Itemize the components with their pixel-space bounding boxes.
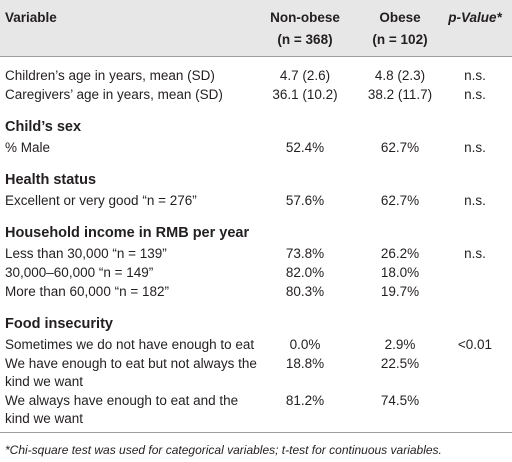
cell-non-obese: 36.1 (10.2) xyxy=(272,87,338,102)
cell-non-obese: 57.6% xyxy=(285,193,325,208)
header-background xyxy=(0,0,512,56)
cell-p: n.s. xyxy=(464,246,486,261)
cell-obese: 19.7% xyxy=(380,284,420,299)
row-label: kind we want xyxy=(5,374,84,389)
cell-non-obese: 82.0% xyxy=(285,265,325,280)
header-p-value: p-Value* xyxy=(448,10,502,25)
header-non-obese: Non-obese xyxy=(270,10,340,25)
cell-non-obese: 18.8% xyxy=(285,356,325,371)
cell-p: n.s. xyxy=(464,140,486,155)
cell-non-obese: 73.8% xyxy=(285,246,325,261)
row-label: 30,000–60,000 “n = 149” xyxy=(5,265,154,280)
row-label: Sometimes we do not have enough to eat xyxy=(5,337,255,352)
cell-non-obese: 4.7 (2.6) xyxy=(279,68,331,83)
cell-p: n.s. xyxy=(464,193,486,208)
row-label: We have enough to eat but not always the xyxy=(5,356,257,371)
header-obese: Obese xyxy=(379,10,421,25)
cell-obese: 62.7% xyxy=(380,193,420,208)
cell-obese: 2.9% xyxy=(384,337,416,352)
cell-obese: 22.5% xyxy=(380,356,420,371)
section-title: Child’s sex xyxy=(5,119,82,135)
row-label: Caregivers’ age in years, mean (SD) xyxy=(5,87,223,102)
row-label: We always have enough to eat and the xyxy=(5,393,239,408)
section-title: Household income in RMB per year xyxy=(5,225,250,241)
cell-p: <0.01 xyxy=(457,337,493,352)
cell-obese: 26.2% xyxy=(380,246,420,261)
row-label: kind we want xyxy=(5,411,84,426)
cell-obese: 74.5% xyxy=(380,393,420,408)
cell-p: n.s. xyxy=(464,68,486,83)
cell-non-obese: 52.4% xyxy=(285,140,325,155)
cell-obese: 4.8 (2.3) xyxy=(374,68,426,83)
header-non-obese: (n = 368) xyxy=(277,32,333,47)
header-variable: Variable xyxy=(5,10,57,25)
cell-non-obese: 81.2% xyxy=(285,393,325,408)
footnote: *Chi-square test was used for categorica… xyxy=(5,443,442,457)
cell-non-obese: 80.3% xyxy=(285,284,325,299)
section-title: Food insecurity xyxy=(5,316,113,332)
cell-non-obese: 0.0% xyxy=(289,337,321,352)
row-label: Excellent or very good “n = 276” xyxy=(5,193,197,208)
cell-obese: 62.7% xyxy=(380,140,420,155)
cell-obese: 18.0% xyxy=(380,265,420,280)
cell-obese: 38.2 (11.7) xyxy=(367,87,433,102)
row-label: Children’s age in years, mean (SD) xyxy=(5,68,215,83)
row-label: Less than 30,000 “n = 139” xyxy=(5,246,167,261)
section-title: Health status xyxy=(5,172,97,188)
cell-p: n.s. xyxy=(464,87,486,102)
header-obese: (n = 102) xyxy=(372,32,428,47)
header-rule xyxy=(0,56,512,57)
bottom-rule xyxy=(0,432,512,433)
row-label: More than 60,000 “n = 182” xyxy=(5,284,169,299)
row-label: % Male xyxy=(5,140,51,155)
